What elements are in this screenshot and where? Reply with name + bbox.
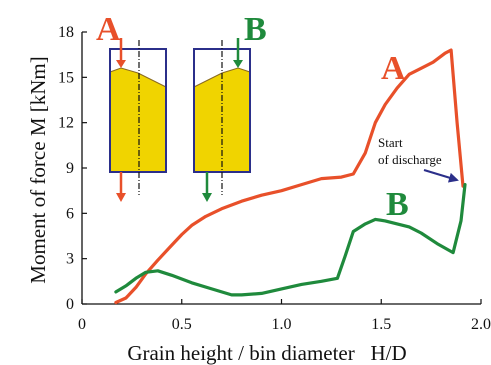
inset-letter-a: A — [96, 11, 121, 48]
annotation-line-1: Start — [378, 135, 403, 150]
ticks: 0 3 6 9 12 15 18 0 0.5 1.0 1.5 2.0 — [58, 24, 491, 333]
y-tick-label: 12 — [58, 115, 74, 132]
y-tick-label: 6 — [66, 205, 74, 222]
annotation-arrow — [423, 168, 459, 183]
y-tick-label: 9 — [66, 160, 74, 177]
inset-letter-b: B — [244, 11, 267, 48]
x-tick-label: 1.0 — [272, 316, 292, 333]
series-b-label: B — [386, 186, 409, 223]
bin-a-outline — [109, 48, 167, 173]
annotation-line-2: of discharge — [378, 152, 442, 167]
series-line-b — [114, 183, 467, 297]
series-line-a — [114, 48, 465, 305]
x-axis-label: Grain height / bin diameter H/D — [127, 341, 406, 365]
x-tick-label: 1.5 — [371, 316, 391, 333]
x-tick-label: 0 — [78, 316, 86, 333]
y-tick-label: 0 — [66, 296, 74, 313]
y-tick-label: 15 — [58, 69, 74, 86]
bin-a-offset-arrowhead — [116, 60, 126, 68]
bin-b-outlet-arrowhead — [202, 193, 212, 202]
y-tick-label: 18 — [58, 24, 74, 41]
x-tick-label: 2.0 — [471, 316, 491, 333]
bin-a-outlet-arrowhead — [116, 193, 126, 202]
y-tick-label: 3 — [66, 251, 74, 268]
bin-a-grain — [110, 68, 166, 172]
bin-a-surface — [109, 67, 167, 88]
x-tick-label: 0.5 — [172, 316, 192, 333]
bin-a-inset: A — [96, 11, 167, 202]
series-lines — [114, 48, 467, 305]
y-axis-label: Moment of force M [kNm] — [26, 56, 50, 283]
bin-b-offset-arrowhead — [233, 60, 243, 68]
bin-b-inset: B — [193, 11, 267, 202]
bin-b-surface — [193, 67, 251, 88]
series-a-label: A — [381, 50, 406, 87]
